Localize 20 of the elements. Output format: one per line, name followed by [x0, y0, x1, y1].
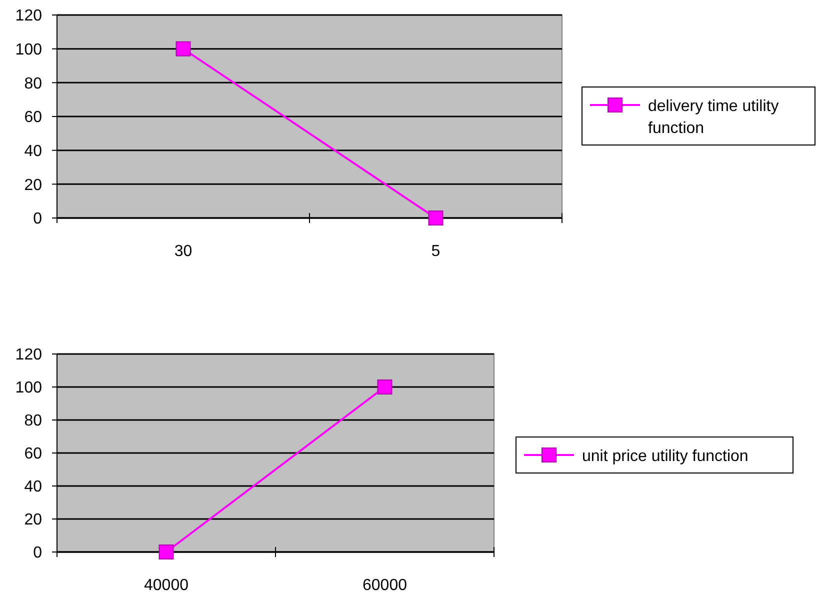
y-tick-label: 80	[24, 412, 42, 430]
y-tick-label: 100	[15, 41, 42, 58]
x-tick-label: 5	[431, 243, 440, 260]
y-tick-label: 20	[24, 512, 42, 529]
y-tick-label: 40	[24, 142, 42, 160]
y-tick-label: 120	[15, 8, 42, 25]
y-tick-label: 0	[33, 210, 42, 228]
y-tick-label: 60	[24, 446, 42, 463]
legend-label: delivery time utility function	[648, 98, 779, 137]
y-tick-label: 0	[33, 544, 42, 562]
x-tick-label: 60000	[362, 577, 408, 594]
y-tick-label: 20	[24, 176, 42, 194]
x-tick-label: 40000	[144, 577, 189, 594]
legend-label: unit price utility function	[582, 448, 748, 465]
y-tick-label: 100	[15, 380, 42, 397]
y-tick-label: 60	[24, 109, 42, 126]
y-tick-label: 120	[15, 346, 42, 364]
y-tick-label: 80	[24, 75, 42, 92]
x-tick-label: 30	[174, 243, 192, 260]
y-tick-label: 40	[24, 478, 42, 496]
